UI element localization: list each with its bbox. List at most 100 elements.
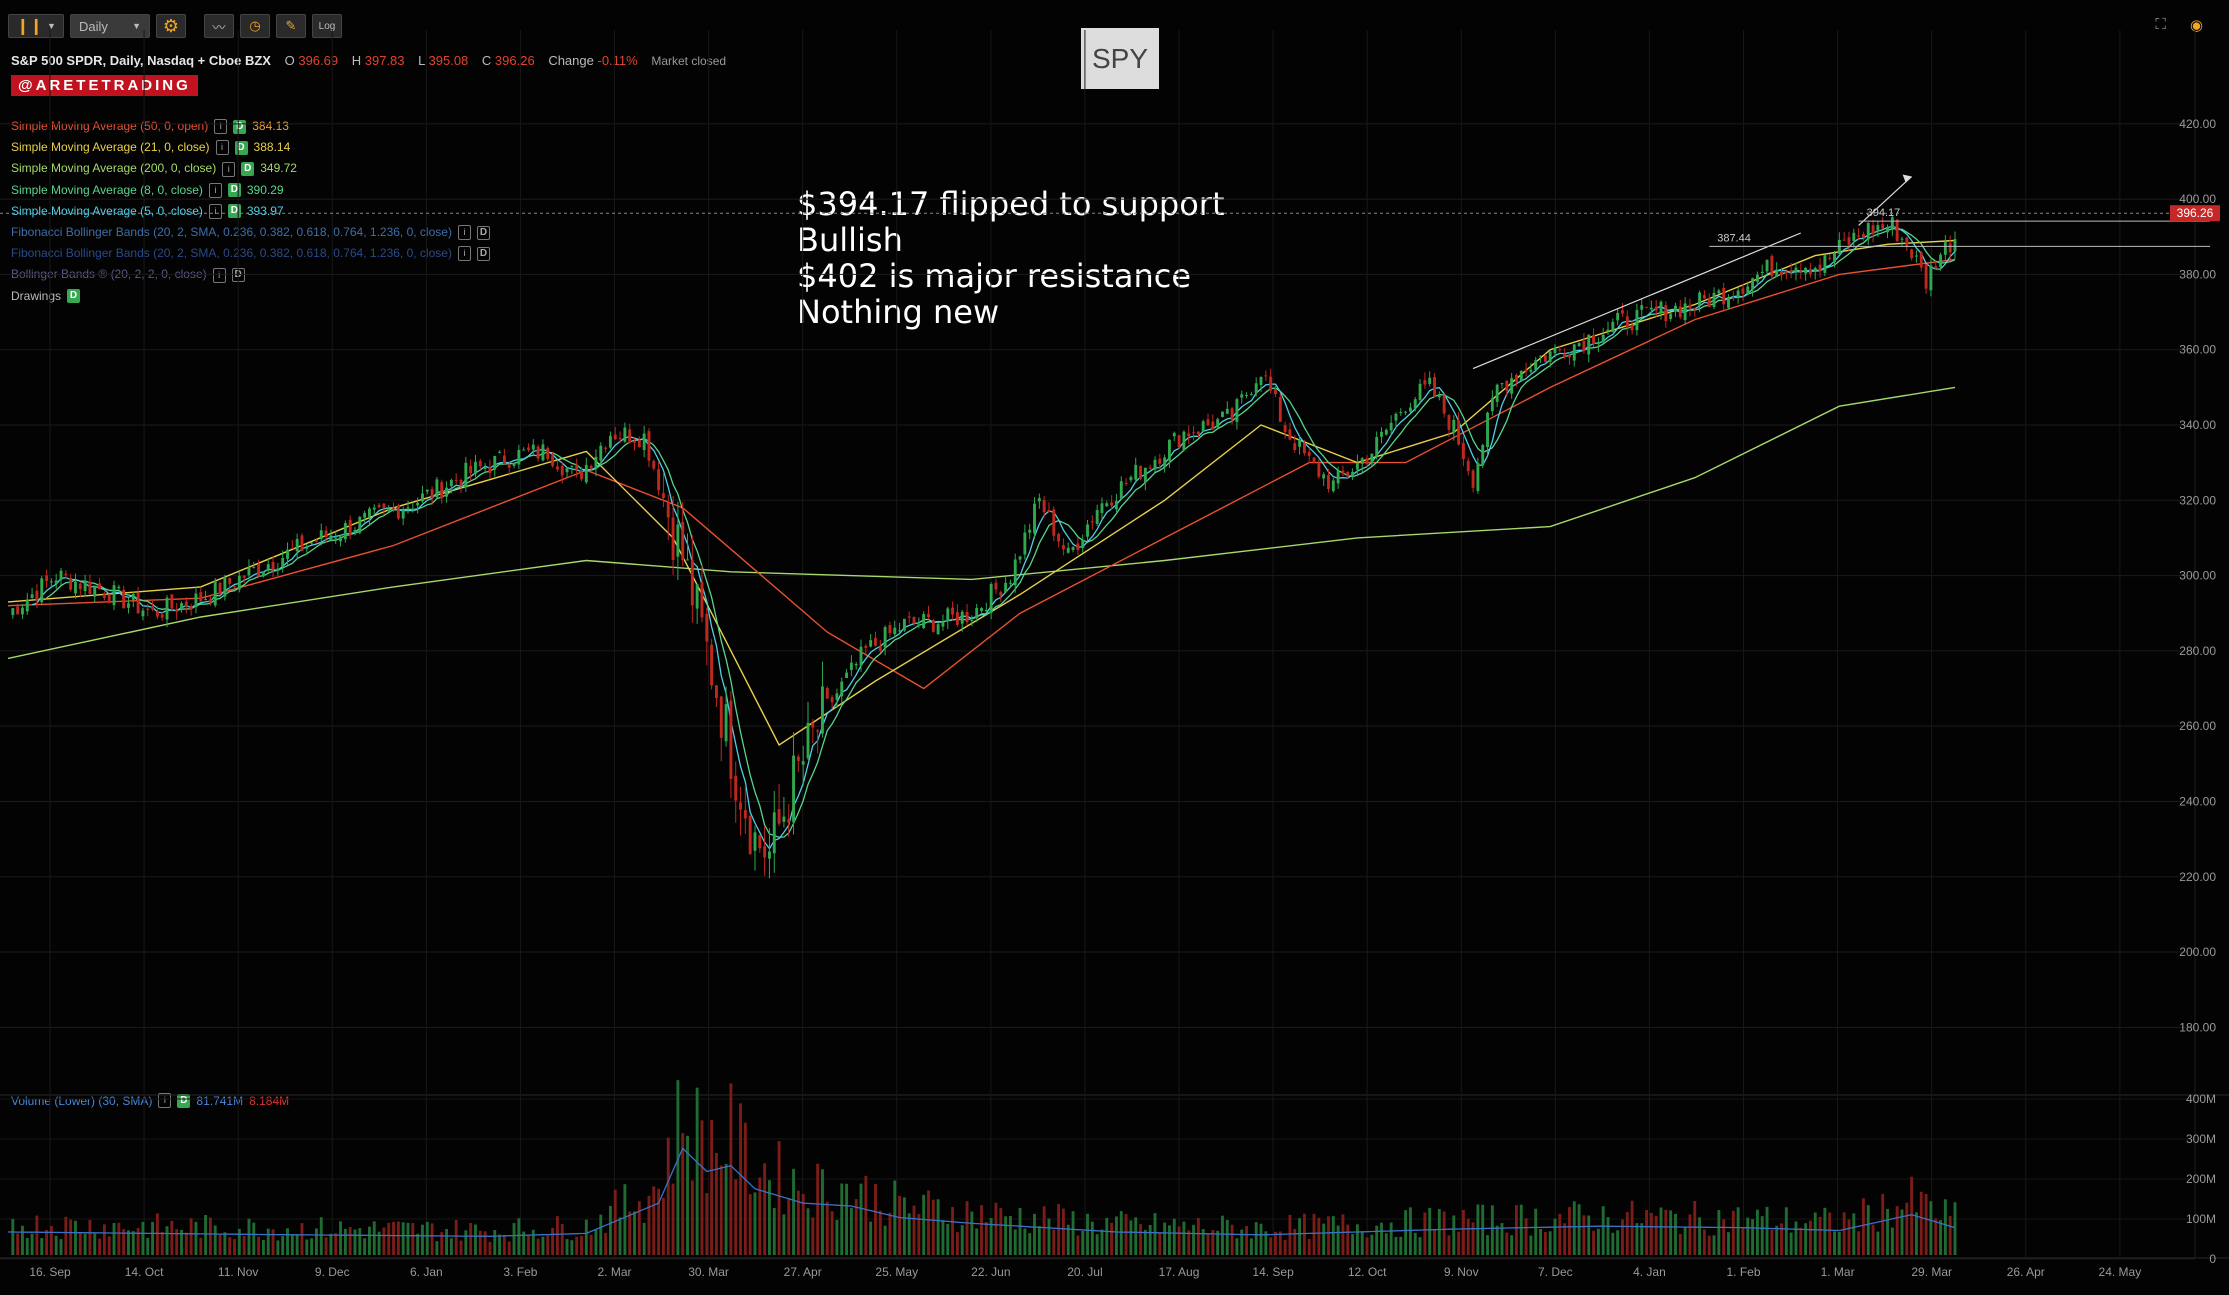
candle-body xyxy=(681,522,685,561)
candle-body xyxy=(1124,483,1128,485)
volume-bar xyxy=(1336,1225,1340,1255)
volume-bar xyxy=(329,1233,333,1255)
candle-body xyxy=(498,451,502,453)
volume-bar xyxy=(1298,1218,1302,1255)
timeframe-select[interactable]: Daily ▼ xyxy=(70,14,150,38)
candle-body xyxy=(131,593,135,600)
study-item[interactable]: Simple Moving Average (50, 0, open) i D 384… xyxy=(11,116,490,137)
visibility-toggle[interactable]: D xyxy=(476,246,490,261)
last-price-badge xyxy=(2170,205,2220,222)
info-icon[interactable]: i xyxy=(222,161,236,177)
volume-bar xyxy=(1847,1219,1851,1255)
drawings-label: Drawings xyxy=(11,288,62,303)
volume-bar xyxy=(131,1231,135,1255)
volume-bar xyxy=(1129,1220,1133,1255)
candle-body xyxy=(1114,500,1118,510)
candle-body xyxy=(213,581,217,606)
candle-body xyxy=(59,570,63,580)
info-icon[interactable]: i xyxy=(215,140,229,156)
study-item[interactable]: Bollinger Bands ® (20, 2, 2, 0, close) i D xyxy=(11,264,490,285)
info-icon[interactable]: i xyxy=(214,119,228,135)
candle-body xyxy=(941,621,945,627)
volume-bar xyxy=(64,1216,68,1255)
note-line-1: $394.17 flipped to support xyxy=(797,185,1225,223)
info-icon[interactable]: i xyxy=(457,246,471,262)
candle-body xyxy=(1606,329,1610,332)
candle-body xyxy=(16,606,20,615)
candle-body xyxy=(310,542,314,544)
volume-bar xyxy=(449,1238,453,1255)
camera-icon[interactable]: ◉ xyxy=(2189,17,2203,34)
fullscreen-icon[interactable]: ⛶ xyxy=(2155,16,2166,33)
visibility-toggle[interactable]: D xyxy=(227,204,241,219)
volume-bar xyxy=(1312,1213,1316,1255)
info-icon[interactable]: i xyxy=(208,203,222,219)
volume-bar xyxy=(1616,1230,1620,1255)
volume-bar xyxy=(493,1230,497,1255)
level-label: 387.44 xyxy=(1717,232,1751,244)
visibility-toggle[interactable]: D xyxy=(234,140,248,155)
study-item[interactable]: Simple Moving Average (5, 0, close) i D 393… xyxy=(11,201,490,222)
candle-body xyxy=(854,663,858,666)
volume-bar xyxy=(1023,1228,1027,1255)
volume-bar xyxy=(1481,1204,1485,1255)
study-item[interactable]: Fibonacci Bollinger Bands (20, 2, SMA, 0… xyxy=(11,222,490,243)
info-icon[interactable]: i xyxy=(457,225,471,241)
visibility-toggle[interactable]: D xyxy=(231,268,245,283)
visibility-toggle[interactable]: D xyxy=(177,1093,191,1108)
volume-bar xyxy=(1649,1212,1653,1255)
y-tick-label: 380.00 xyxy=(2179,267,2216,281)
candle-body xyxy=(1881,224,1885,229)
candle-body xyxy=(430,489,434,498)
chart-type-dropdown[interactable]: ❙❙ ▼ xyxy=(8,14,64,38)
study-item[interactable]: Simple Moving Average (8, 0, close) i D 390… xyxy=(11,180,490,201)
candle-body xyxy=(811,723,815,728)
draw-button[interactable]: ✎ xyxy=(276,14,306,38)
study-value: 384.13 xyxy=(252,119,289,133)
candle-body xyxy=(334,537,338,539)
volume-bar xyxy=(1514,1205,1518,1255)
candle-body xyxy=(488,467,492,473)
volume-bar xyxy=(1389,1222,1393,1255)
x-tick-label: 14. Oct xyxy=(125,1265,164,1279)
volume-bar xyxy=(1105,1217,1109,1255)
info-icon[interactable]: i xyxy=(208,182,222,198)
volume-bar xyxy=(1042,1206,1046,1255)
candle-body xyxy=(1293,443,1297,451)
study-item[interactable]: Simple Moving Average (21, 0, close) i D 38… xyxy=(11,137,490,158)
volume-bar xyxy=(758,1177,762,1255)
study-item[interactable]: Fibonacci Bollinger Bands (20, 2, SMA, 0… xyxy=(11,243,490,264)
x-tick-label: 1. Feb xyxy=(1727,1265,1761,1279)
visibility-toggle[interactable]: D xyxy=(67,289,81,304)
log-button[interactable]: Log xyxy=(312,14,342,38)
settings-button[interactable]: ⚙ xyxy=(156,14,186,38)
compare-button[interactable]: 〰 xyxy=(204,14,234,38)
candle-body xyxy=(661,493,665,499)
candle-body xyxy=(1061,545,1065,550)
candle-body xyxy=(1365,458,1369,465)
study-item[interactable]: Simple Moving Average (200, 0, close) i D 3… xyxy=(11,158,490,179)
log-label: Log xyxy=(318,20,336,32)
candle-body xyxy=(1206,419,1210,426)
visibility-toggle[interactable]: D xyxy=(233,119,247,134)
symbol-description: S&P 500 SPDR, Daily, Nasdaq + Cboe BZX xyxy=(11,53,271,68)
candle-body xyxy=(1500,383,1504,385)
candle-body xyxy=(165,597,169,620)
volume-bar xyxy=(1818,1216,1822,1255)
candle-body xyxy=(64,573,68,576)
study-legend: Simple Moving Average (50, 0, open) i D 384… xyxy=(11,116,490,307)
volume-bar xyxy=(488,1241,492,1255)
time-button[interactable]: ◷ xyxy=(240,14,270,38)
visibility-toggle[interactable]: D xyxy=(241,162,255,176)
visibility-toggle[interactable]: D xyxy=(227,183,241,198)
visibility-toggle[interactable]: D xyxy=(476,225,490,240)
volume-bar xyxy=(295,1234,299,1255)
drawings-item[interactable]: Drawings D xyxy=(11,286,490,307)
candle-body xyxy=(204,599,208,601)
info-icon[interactable]: i xyxy=(212,267,226,283)
volume-bar xyxy=(970,1211,974,1255)
volume-bar xyxy=(628,1211,632,1255)
volume-bar xyxy=(435,1241,439,1255)
info-icon[interactable]: i xyxy=(158,1093,172,1108)
study-name: Simple Moving Average (21, 0, close) xyxy=(11,140,210,155)
